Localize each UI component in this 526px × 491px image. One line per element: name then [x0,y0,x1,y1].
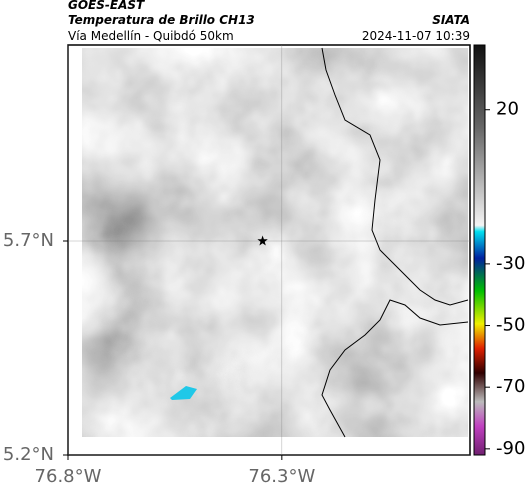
grid [67,45,470,456]
axis-ticks: 76.8°W 76.3°W 5.2°N 5.7°N [3,230,316,487]
source: SIATA [432,13,470,27]
colorbar [473,44,486,456]
colorbar-ticks: 20 -30 -50 -70 -90 [485,99,525,459]
colorbar-tick-label: 20 [496,99,519,120]
border [321,299,469,438]
satellite-image [82,48,468,437]
timestamp: 2024-11-07 10:39 [362,29,470,43]
cold-cloud [170,386,197,400]
colorbar-tick-label: -70 [496,376,525,397]
colorbar-tick-label: -50 [496,315,525,336]
y-tick-label: 5.2°N [3,444,54,465]
colorbar-tick-label: -30 [496,253,525,274]
x-tick-label: 76.8°W [35,466,102,487]
colorbar-tick-label: -90 [496,438,525,459]
station-marker [257,235,268,246]
y-tick-label: 5.7°N [3,230,54,251]
subtitle: Temperatura de Brillo CH13 [68,13,255,27]
title: GOES-EAST [68,0,145,12]
region: Vía Medellín - Quibdó 50km [68,29,234,43]
x-tick-label: 76.3°W [248,466,315,487]
border [321,47,469,306]
